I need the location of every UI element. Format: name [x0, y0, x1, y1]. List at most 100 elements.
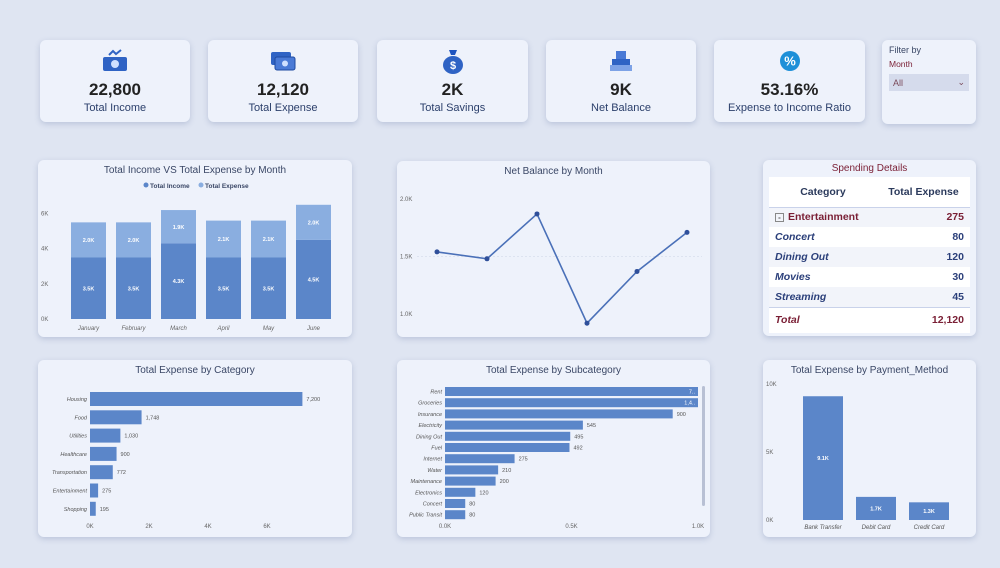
table-row[interactable]: Concert 80 [769, 227, 970, 247]
bar-income [71, 257, 106, 319]
x-tick-label: Bank Transfer [804, 525, 842, 531]
data-label: 2.1K [218, 237, 230, 243]
y-tick-label: 2K [41, 282, 48, 288]
y-tick-label: Electronics [415, 490, 442, 496]
y-tick-label: Electricity [418, 423, 443, 429]
chevron-down-icon: ⌄ [957, 77, 965, 87]
x-tick-label: June [306, 326, 321, 332]
bar [909, 502, 949, 520]
y-tick-label: Maintenance [411, 479, 443, 485]
data-point [584, 320, 590, 326]
bar [445, 398, 698, 408]
y-tick-label: Groceries [418, 401, 442, 407]
data-label: 900 [677, 412, 686, 418]
data-label: 2.1K [263, 237, 275, 243]
y-tick-label: 2.0K [400, 197, 412, 203]
data-point [434, 249, 440, 255]
bar [90, 483, 99, 498]
kpi-total-savings: $ 2K Total Savings [377, 40, 528, 122]
month-filter: Filter by Month All ⌄ [882, 40, 976, 124]
data-label: 1.9K [173, 225, 185, 231]
data-label: 80 [469, 502, 475, 508]
x-tick-label: January [77, 326, 100, 332]
bar [445, 409, 673, 419]
row-value: 30 [952, 271, 964, 283]
kpi-value: 22,800 [89, 80, 141, 99]
table-group-row[interactable]: - Entertainment 275 [769, 207, 970, 227]
bar [90, 446, 117, 461]
y-tick-label: Shopping [64, 507, 88, 513]
data-label: 3.5K [263, 286, 275, 292]
table-row[interactable]: Dining Out 120 [769, 247, 970, 267]
bar [445, 431, 571, 441]
x-tick-label: 0K [86, 524, 93, 530]
data-point [634, 268, 640, 274]
data-label: 200 [500, 479, 509, 485]
x-tick-label: 4K [204, 524, 211, 530]
chart-title: Net Balance by Month [504, 166, 603, 177]
net-balance-chart: Net Balance by Month 1.0K1.5K2.0KJanuary… [397, 161, 710, 349]
chart-title: Total Expense by Payment_Method [790, 365, 949, 376]
x-tick-label: Credit Card [914, 525, 945, 531]
table-row[interactable]: Movies 30 [769, 267, 970, 287]
bar [445, 510, 466, 520]
column-header-category[interactable]: Category [800, 185, 846, 198]
x-tick-label: 1.0K [692, 524, 704, 530]
data-label: 7,200 [306, 397, 320, 403]
data-label: 2.0K [308, 220, 320, 226]
column-header-total-expense[interactable]: Total Expense [888, 185, 959, 198]
bar [445, 443, 570, 452]
chart-title: Total Expense by Category [135, 365, 255, 376]
row-value: 80 [952, 231, 964, 243]
percent-icon: % [714, 46, 865, 76]
data-point [484, 256, 490, 262]
scrollbar[interactable] [702, 386, 705, 506]
bar [445, 499, 466, 508]
bar-income [206, 257, 241, 319]
filter-field: Month [889, 59, 913, 69]
data-label: 1,030 [124, 434, 138, 440]
data-label: 275 [519, 457, 528, 463]
y-tick-label: Public Transit [409, 513, 442, 519]
bar [90, 428, 121, 443]
y-tick-label: Entertainment [53, 489, 88, 495]
y-tick-label: 1.5K [400, 255, 412, 261]
kpi-value: 12,120 [257, 80, 309, 99]
group-name: Entertainment [788, 211, 859, 224]
data-label: 80 [469, 513, 475, 519]
bar [445, 476, 496, 486]
kpi-total-expense: 12,120 Total Expense [208, 40, 358, 122]
data-label: 3.5K [128, 286, 140, 292]
y-tick-label: Rent [430, 390, 442, 396]
data-label: 195 [100, 507, 109, 513]
bar-expense [206, 220, 241, 258]
chart-title: Total Expense by Subcategory [485, 365, 622, 376]
balance-icon [546, 46, 696, 76]
kpi-value: 53.16% [760, 80, 819, 99]
legend-label: Total Income [150, 183, 190, 190]
bar-expense [116, 222, 151, 258]
bar-income [296, 239, 331, 319]
chart-plot: 1.0K1.5K2.0KJanuaryFebruaryMarchAprilMay… [400, 197, 702, 349]
table-row[interactable]: Streaming 45 [769, 287, 970, 307]
series-line [436, 212, 688, 325]
bar [856, 496, 896, 520]
bar [90, 392, 303, 406]
month-dropdown[interactable]: All ⌄ [889, 74, 969, 91]
row-name: Streaming [775, 290, 827, 303]
bar-expense [161, 210, 196, 244]
y-tick-label: 5K [766, 450, 773, 456]
chart-plot: Rent 7.. Groceries 1,4.. Insurance 900 Electri… [409, 386, 705, 530]
y-tick-label: 1.0K [400, 312, 412, 318]
collapse-icon[interactable]: - [775, 213, 784, 223]
y-tick-label: Dining Out [416, 434, 442, 440]
bar-income [161, 243, 196, 319]
y-tick-label: Utilities [69, 434, 87, 440]
chart-plot: Total Income Total Expense 0K 2K 4K 6K 3.5K 2.0… [41, 182, 331, 332]
bar [445, 387, 698, 396]
y-tick-label: 10K [766, 382, 777, 388]
table-title: Spending Details [831, 163, 908, 174]
bar-expense [251, 220, 286, 258]
legend-marker [198, 182, 204, 188]
svg-text:%: % [784, 54, 796, 69]
